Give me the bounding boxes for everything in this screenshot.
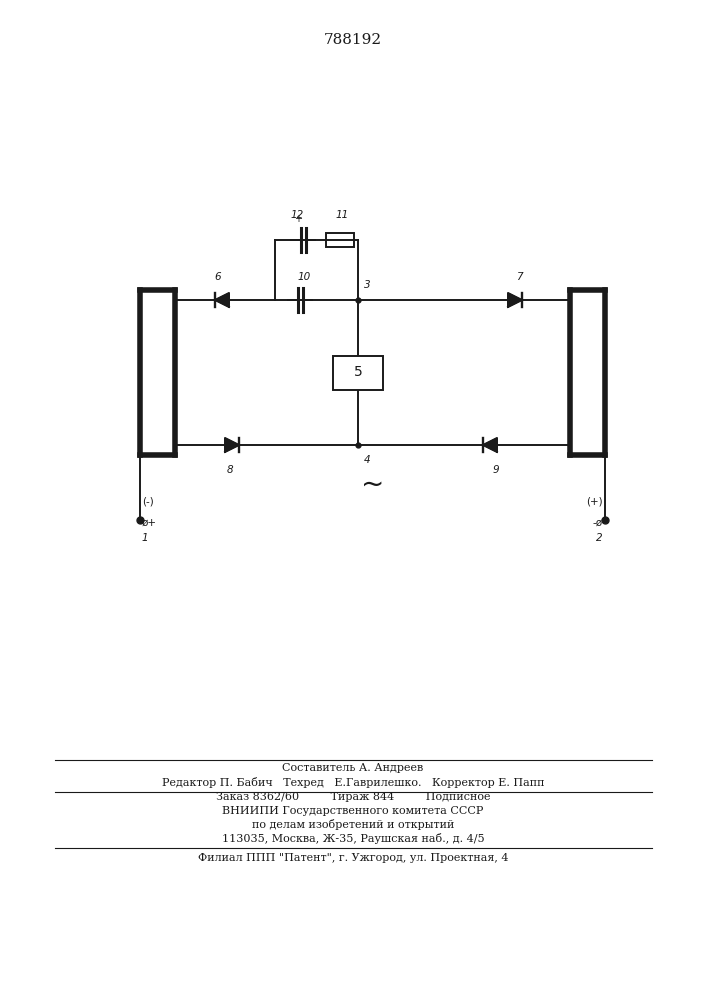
Text: 12: 12 xyxy=(291,210,303,220)
Text: 11: 11 xyxy=(335,210,349,220)
Text: Филиал ППП "Патент", г. Ужгород, ул. Проектная, 4: Филиал ППП "Патент", г. Ужгород, ул. Про… xyxy=(198,853,508,863)
Text: 1: 1 xyxy=(142,533,148,543)
Text: 8: 8 xyxy=(227,465,233,475)
Bar xyxy=(333,356,383,389)
Text: 113035, Москва, Ж-35, Раушская наб., д. 4/5: 113035, Москва, Ж-35, Раушская наб., д. … xyxy=(222,834,484,844)
Text: 3: 3 xyxy=(364,280,370,290)
Text: 9: 9 xyxy=(493,465,499,475)
Text: 5: 5 xyxy=(354,365,363,379)
Text: +: + xyxy=(295,214,303,224)
Text: 2: 2 xyxy=(597,533,603,543)
Polygon shape xyxy=(483,438,497,452)
Text: Редактор П. Бабич   Техред   Е.Гаврилешко.   Корректор Е. Папп: Редактор П. Бабич Техред Е.Гаврилешко. К… xyxy=(162,776,544,788)
Text: ВНИИПИ Государственного комитета СССР: ВНИИПИ Государственного комитета СССР xyxy=(222,806,484,816)
Text: 6: 6 xyxy=(215,272,221,282)
Bar xyxy=(326,233,354,247)
Text: 10: 10 xyxy=(298,272,310,282)
Text: 7: 7 xyxy=(515,272,522,282)
Text: Составитель А. Андреев: Составитель А. Андреев xyxy=(282,763,423,773)
Polygon shape xyxy=(225,438,239,452)
Text: 788192: 788192 xyxy=(324,33,382,47)
Text: (+): (+) xyxy=(586,496,603,506)
Text: ø+: ø+ xyxy=(142,518,157,528)
Polygon shape xyxy=(215,293,229,307)
Text: по делам изобретений и открытий: по делам изобретений и открытий xyxy=(252,820,454,830)
Text: (-): (-) xyxy=(142,496,153,506)
Polygon shape xyxy=(508,293,522,307)
Text: -ø: -ø xyxy=(593,518,603,528)
Text: ~: ~ xyxy=(361,471,384,499)
Text: Заказ 8362/60         Тираж 844         Подписное: Заказ 8362/60 Тираж 844 Подписное xyxy=(216,792,490,802)
Text: 4: 4 xyxy=(364,455,370,465)
